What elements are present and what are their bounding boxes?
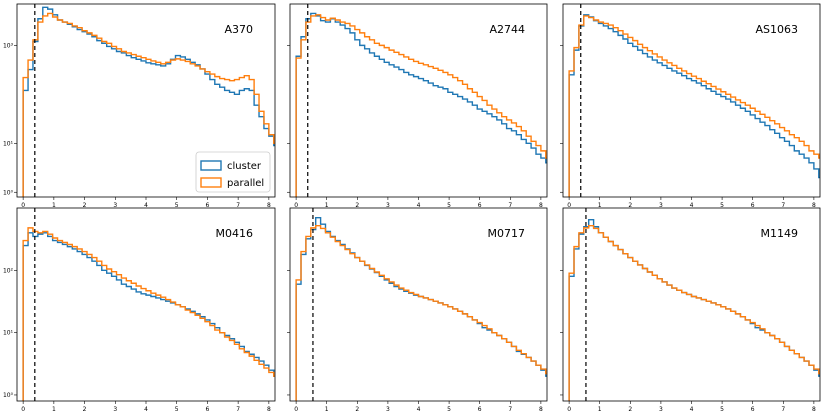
x-tick-label: 2	[628, 406, 632, 413]
x-tick-label: 2	[355, 202, 359, 209]
x-tick-label: 7	[236, 202, 240, 209]
hist-parallel	[22, 12, 275, 197]
hist-parallel	[568, 225, 820, 401]
plot-area	[22, 227, 275, 401]
x-tick-label: 3	[113, 202, 117, 209]
x-tick-label: 8	[267, 202, 271, 209]
panel-title: M1149	[761, 227, 799, 240]
x-tick-label: 2	[628, 202, 632, 209]
x-tick-label: 4	[417, 406, 421, 413]
x-tick-label: 6	[751, 202, 755, 209]
plot-area	[22, 6, 275, 197]
x-tick-label: 5	[175, 406, 179, 413]
x-tick-label: 5	[720, 202, 724, 209]
y-tick-label: 10⁰	[3, 392, 14, 399]
hist-cluster	[295, 216, 547, 401]
x-tick-label: 2	[83, 202, 87, 209]
x-tick-label: 3	[386, 406, 390, 413]
x-tick-label: 8	[812, 406, 816, 413]
y-tick-label: 10¹	[3, 330, 14, 337]
x-tick-label: 4	[690, 202, 694, 209]
x-tick-label: 8	[812, 202, 816, 209]
x-tick-label: 6	[206, 202, 210, 209]
x-tick-label: 8	[539, 202, 543, 209]
panel-title: A370	[224, 23, 253, 36]
x-tick-label: 4	[690, 406, 694, 413]
hist-parallel	[295, 225, 547, 401]
x-tick-label: 3	[659, 406, 663, 413]
x-tick-label: 2	[83, 406, 87, 413]
x-tick-label: 0	[294, 406, 298, 413]
plot-area	[295, 216, 547, 401]
legend-label-cluster: cluster	[227, 161, 262, 172]
panel-title: M0416	[216, 227, 254, 240]
legend-swatch-cluster	[200, 160, 222, 171]
plot-area	[568, 14, 820, 197]
x-tick-label: 7	[508, 406, 512, 413]
x-tick-label: 5	[447, 202, 451, 209]
plot-area	[568, 218, 820, 401]
x-tick-label: 7	[781, 406, 785, 413]
x-tick-label: 6	[751, 406, 755, 413]
x-tick-label: 5	[175, 202, 179, 209]
x-tick-label: 1	[325, 406, 329, 413]
panel-title: A2744	[489, 23, 525, 36]
x-tick-label: 6	[478, 406, 482, 413]
legend-swatch-parallel	[200, 177, 222, 188]
hist-cluster	[568, 14, 820, 197]
y-tick-label: 10²	[3, 267, 14, 274]
x-tick-label: 1	[325, 202, 329, 209]
hist-parallel	[568, 15, 820, 197]
x-tick-label: 5	[447, 406, 451, 413]
x-tick-label: 6	[206, 406, 210, 413]
legend-box	[195, 151, 271, 193]
plot-area	[295, 12, 547, 197]
x-tick-label: 4	[144, 202, 148, 209]
x-tick-label: 1	[598, 202, 602, 209]
panel-m1149: M1149 0 1 2 3 4 5 6 7 8	[560, 207, 821, 413]
y-tick-label: 10¹	[3, 140, 14, 147]
hist-parallel	[295, 14, 547, 197]
x-tick-label: 4	[417, 202, 421, 209]
x-tick-label: 7	[781, 202, 785, 209]
x-tick-label: 3	[386, 202, 390, 209]
legend-label-parallel: parallel	[227, 178, 264, 189]
legend: cluster parallel	[195, 151, 271, 193]
panel-as1063: AS1063 0 1 2 3 4 5 6 7 8	[560, 3, 821, 209]
x-tick-label: 3	[113, 406, 117, 413]
x-tick-label: 7	[508, 202, 512, 209]
x-tick-label: 0	[567, 406, 571, 413]
x-tick-label: 8	[539, 406, 543, 413]
hist-cluster	[295, 12, 547, 197]
x-tick-label: 1	[598, 406, 602, 413]
x-tick-label: 0	[21, 406, 25, 413]
x-tick-label: 5	[720, 406, 724, 413]
x-tick-label: 1	[52, 202, 56, 209]
panel-a2744: A2744 0 1 2 3 4 5 6 7 8	[287, 3, 548, 209]
x-tick-label: 6	[478, 202, 482, 209]
panel-m0717: M0717 0 1 2 3 4 5 6 7 8	[287, 207, 548, 413]
hist-parallel	[22, 227, 275, 401]
y-tick-label: 10⁰	[3, 189, 14, 196]
panel-title: AS1063	[755, 23, 798, 36]
x-tick-label: 0	[21, 202, 25, 209]
x-tick-label: 4	[144, 406, 148, 413]
panel-title: M0717	[488, 227, 526, 240]
hist-cluster	[568, 218, 820, 401]
hist-cluster	[22, 232, 275, 401]
x-tick-label: 8	[267, 406, 271, 413]
x-tick-label: 2	[355, 406, 359, 413]
x-tick-label: 7	[236, 406, 240, 413]
panel-m0416: M0416 0 1 2 3 4 5 6 7 8 10² 10¹ 10⁰	[3, 207, 276, 413]
x-tick-label: 0	[567, 202, 571, 209]
y-tick-label: 10³	[3, 42, 14, 49]
x-tick-label: 1	[52, 406, 56, 413]
panel-a370: A370 0 1 2 3 4 5 6 7 8 10³ 10¹ 10⁰ cluster parallel	[3, 3, 276, 209]
x-tick-label: 3	[659, 202, 663, 209]
x-tick-label: 0	[294, 202, 298, 209]
